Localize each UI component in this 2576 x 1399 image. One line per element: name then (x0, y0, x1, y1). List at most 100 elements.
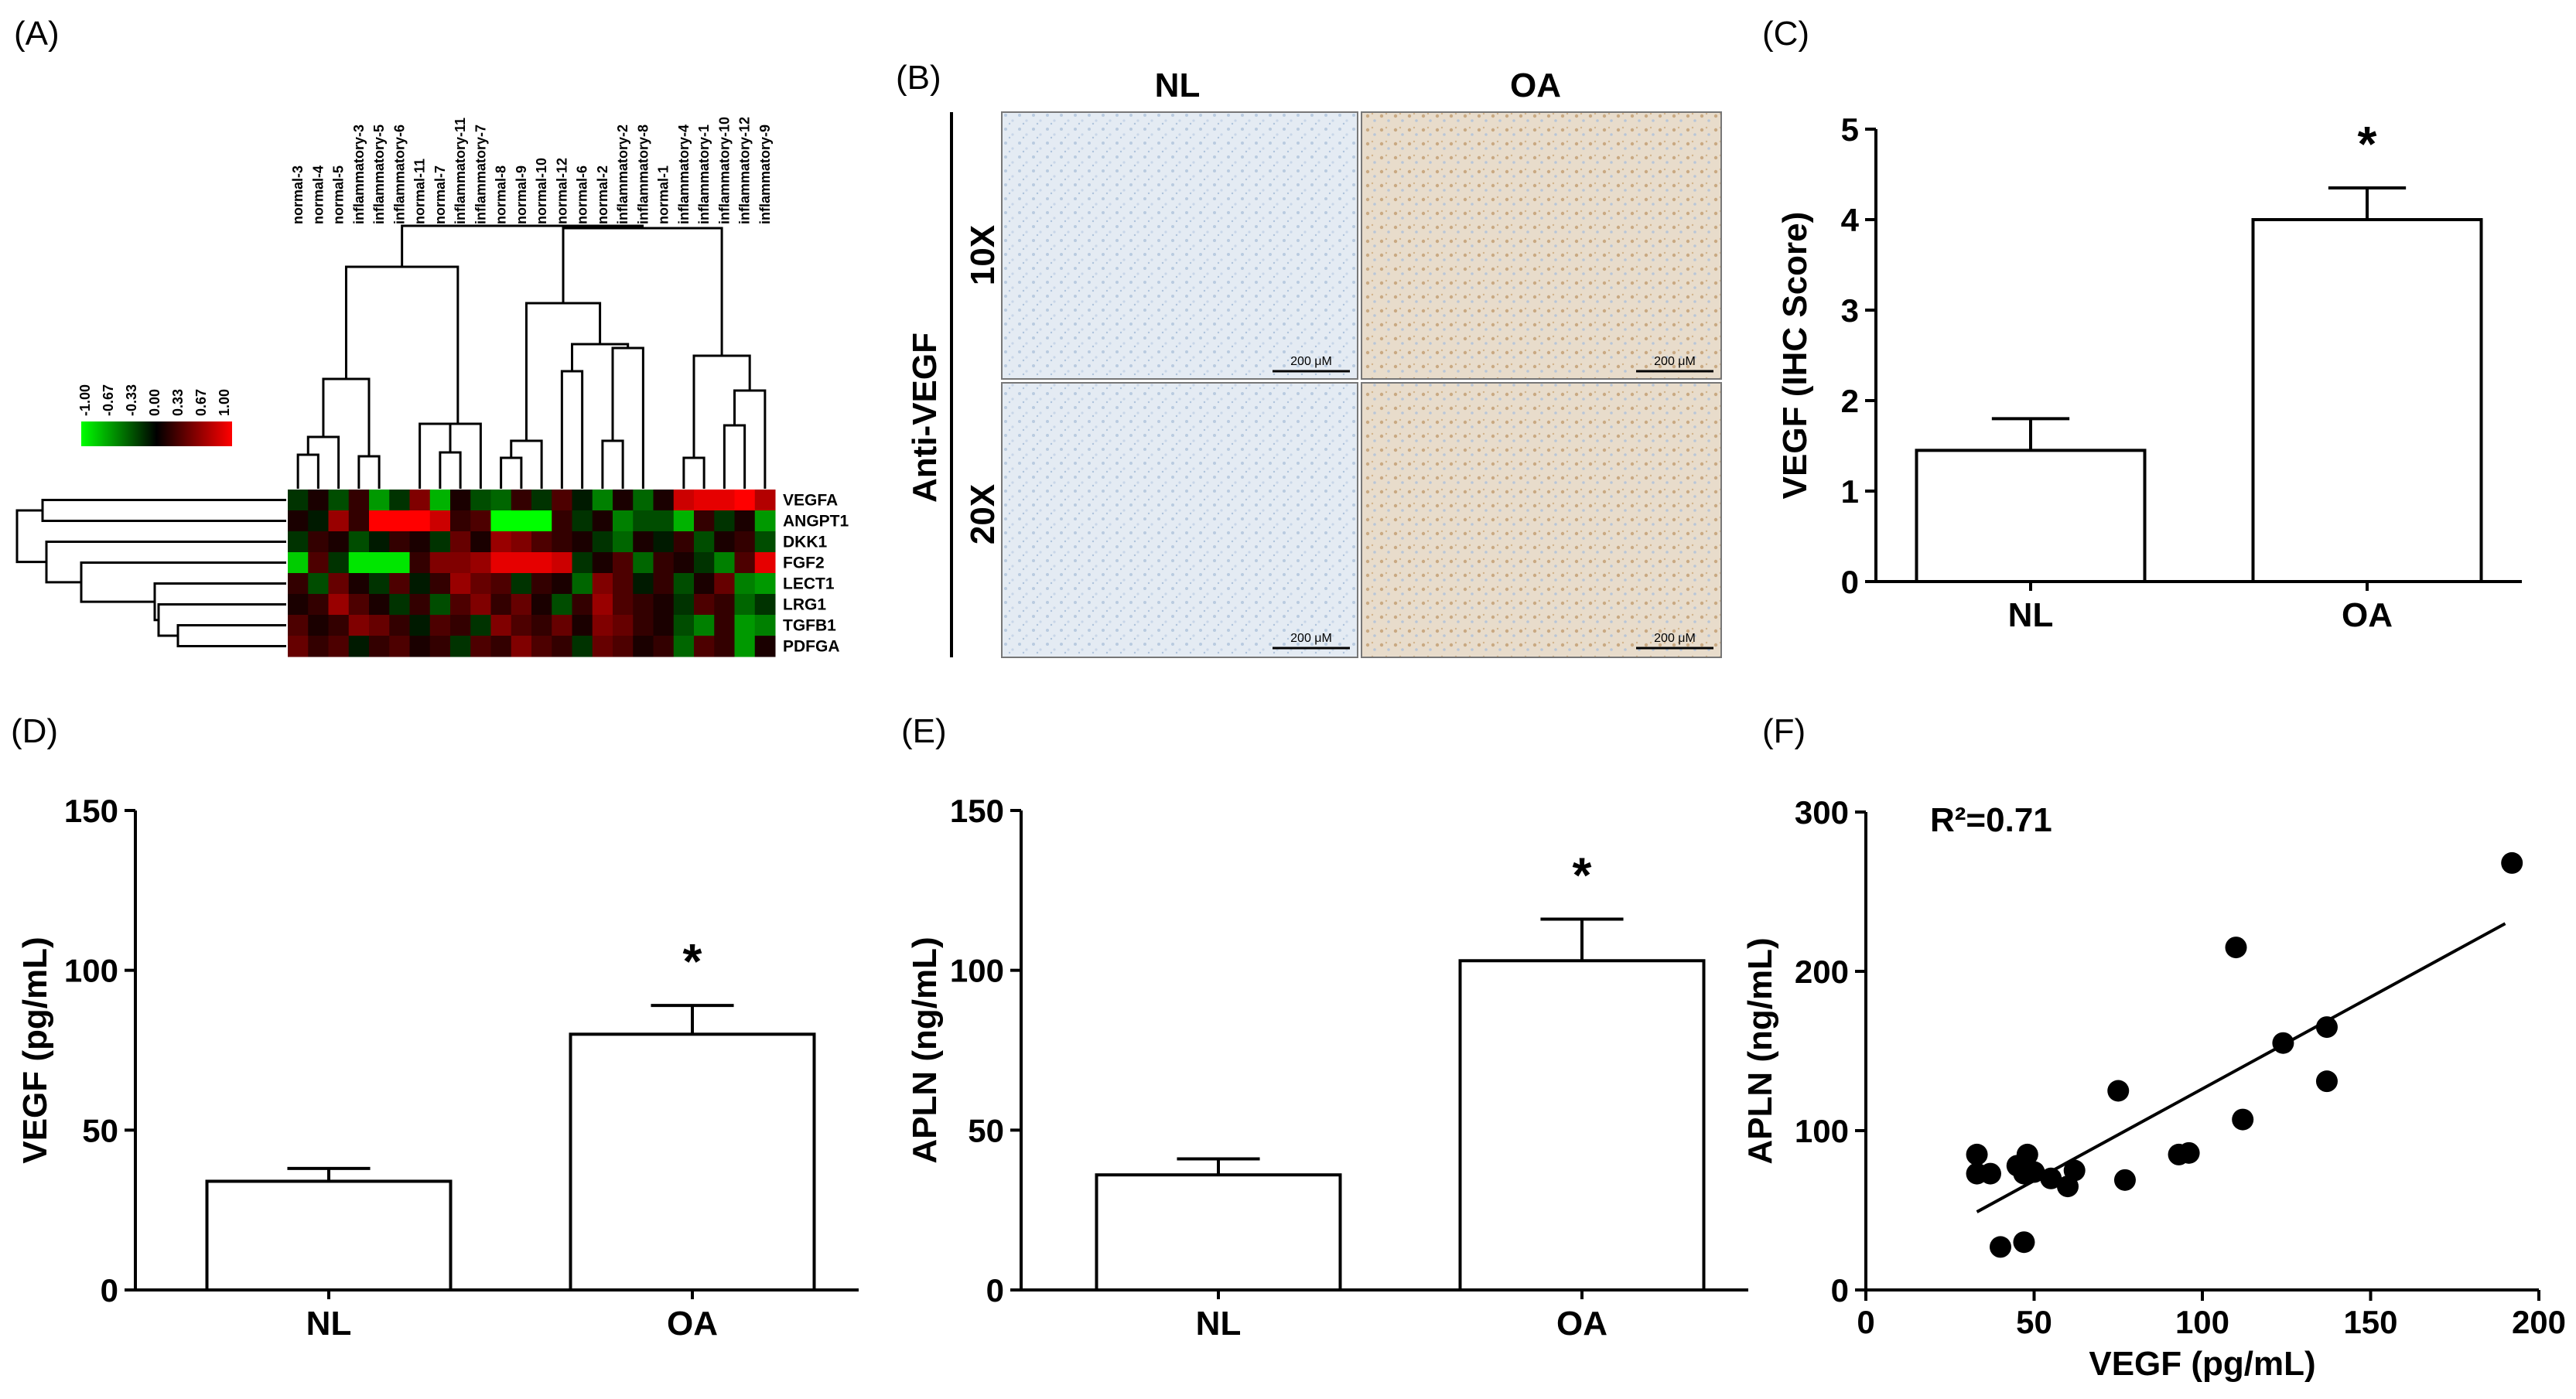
scalebar-label: 200 μM (1290, 355, 1332, 368)
heatmap-cell (572, 510, 593, 532)
heatmap-cell (592, 490, 613, 511)
heatmap-cell (429, 615, 451, 636)
heatmap-cell (572, 636, 593, 657)
y-axis-label: VEGF (pg/mL) (16, 937, 54, 1163)
dendrogram-branch (510, 439, 543, 489)
dendrogram-branch (692, 354, 751, 458)
heatmap-cell (511, 552, 532, 574)
x-axis-label: VEGF (pg/mL) (2089, 1345, 2315, 1383)
heatmap-cell (653, 510, 675, 532)
heatmap-cell (613, 594, 634, 616)
significance-star: * (683, 933, 702, 989)
heatmap-cell (490, 552, 512, 574)
heatmap-cell (288, 594, 309, 616)
heatmap-cell (511, 615, 532, 636)
r-squared-annotation: R²=0.71 (1930, 801, 2052, 839)
heatmap-cell (714, 490, 735, 511)
panel-label-d: (D) (11, 712, 58, 750)
heatmap-cell (429, 636, 451, 657)
heatmap-column-label: inflammatory-8 (635, 125, 651, 224)
y-tick-label: 4 (1841, 202, 1860, 238)
heatmap-cell (490, 510, 512, 532)
heatmap-cell (490, 490, 512, 511)
heatmap-cell (348, 510, 370, 532)
heatmap-cell (592, 552, 613, 574)
heatmap-cell (348, 552, 370, 574)
y-tick-label: 5 (1841, 111, 1859, 148)
scalebar-label: 200 μM (1654, 632, 1696, 645)
heatmap-cell (633, 594, 654, 616)
heatmap-column-label: normal-4 (310, 165, 326, 224)
bar-chart-e: 0 50 100 150 NL OA * APLN (ng/mL) (906, 793, 1748, 1343)
heatmap-cell (592, 615, 613, 636)
y-tick-label: 200 (1795, 954, 1849, 990)
heatmap-cell (531, 510, 552, 532)
heatmap-cell (409, 573, 431, 595)
heatmap-column-label: normal-6 (575, 165, 590, 224)
heatmap-cell (552, 490, 572, 511)
y-tick-label: 100 (950, 953, 1004, 989)
heatmap-cell (369, 594, 390, 616)
bar (1458, 959, 1706, 1292)
heatmap-cell (450, 510, 471, 532)
heatmap-cell (531, 573, 552, 595)
y-tick-label: 0 (986, 1272, 1004, 1309)
heatmap-cell (633, 531, 654, 553)
heatmap-cell (673, 573, 695, 595)
panel-label-b: (B) (896, 59, 941, 97)
heatmap-cell (613, 531, 634, 553)
heatmap-cell (490, 594, 512, 616)
heatmap-cell (673, 510, 695, 532)
heatmap-cell (450, 615, 471, 636)
heatmap-cell (348, 594, 370, 616)
heatmap-cell (592, 510, 613, 532)
heatmap-cell (450, 636, 471, 657)
bar (205, 1179, 453, 1292)
heatmap-legend-tick: 1.00 (217, 389, 232, 416)
heatmap-column-label: normal-5 (331, 165, 347, 224)
heatmap-cell (429, 594, 451, 616)
scatter-point (1966, 1143, 1988, 1165)
heatmap-legend-tick: -0.67 (101, 384, 116, 416)
heatmap-cell (653, 490, 675, 511)
heatmap-column-label: normal-10 (534, 158, 549, 224)
heatmap-cell (714, 552, 735, 574)
regression-line (1976, 922, 2506, 1213)
heatmap-cell (490, 531, 512, 553)
row-dendrogram (15, 499, 286, 647)
bar (2251, 218, 2483, 583)
heatmap-cell (531, 552, 552, 574)
heatmap-cell (389, 636, 410, 657)
heatmap-cell (673, 594, 695, 616)
heatmap-cell (633, 490, 654, 511)
heatmap-cell (754, 636, 776, 657)
heatmap-cell (734, 615, 756, 636)
scatter-point (2225, 937, 2247, 959)
panel-label-e: (E) (901, 712, 947, 750)
heatmap-cell (409, 636, 431, 657)
heatmap-cell (531, 636, 552, 657)
heatmap-cell (369, 552, 390, 574)
heatmap-column-label: normal-7 (432, 165, 448, 224)
y-tick-label: 100 (1795, 1113, 1849, 1149)
heatmap-column-label: normal-11 (412, 159, 428, 224)
heatmap-cell (308, 531, 329, 553)
y-axis-label: APLN (ng/mL) (906, 937, 944, 1163)
heatmap-cell (694, 510, 715, 532)
heatmap-cell (754, 615, 776, 636)
heatmap-cell (328, 490, 350, 511)
heatmap-cell (470, 531, 491, 553)
heatmap-cell (328, 615, 350, 636)
dendrogram-branch (322, 377, 371, 456)
heatmap-cell (288, 615, 309, 636)
dendrogram-branch (296, 453, 319, 489)
x-tick-label: OA (667, 1305, 718, 1343)
y-tick-label: 0 (1841, 564, 1859, 600)
bar (1095, 1173, 1342, 1292)
ihc-image-oa-10x (1361, 111, 1722, 380)
heatmap-cell (450, 490, 471, 511)
dendrogram-branch (682, 456, 705, 489)
heatmap-cell (673, 636, 695, 657)
x-tick-label: 150 (2343, 1304, 2397, 1340)
